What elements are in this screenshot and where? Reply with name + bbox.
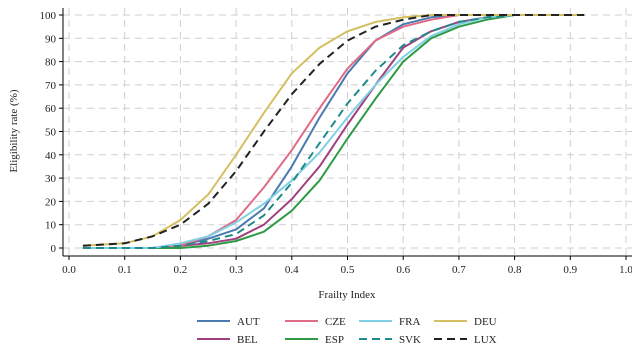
y-tick-label: 10	[45, 220, 57, 232]
y-tick-label: 100	[40, 10, 57, 22]
series-line-lux	[82, 14, 585, 247]
x-axis-ticks: 0.0 0.1 0.2 0.3 0.4 0.5 0.6 0.7 0.8 0.9 1.0	[62, 256, 632, 276]
y-axis-title: Eligibility rate (%)	[8, 89, 20, 172]
legend-label-lux: LUX	[474, 334, 497, 344]
x-tick-label: 0.3	[229, 264, 243, 276]
legend-label-fra: FRA	[399, 316, 420, 328]
legend-label-deu: DEU	[474, 316, 497, 328]
x-tick-label: 0.2	[174, 264, 188, 276]
x-tick-label: 0.5	[341, 264, 355, 276]
x-tick-label: 0.7	[452, 264, 466, 276]
grid	[63, 8, 632, 256]
legend-label-cze: CZE	[325, 316, 346, 328]
legend-label-esp: ESP	[325, 334, 344, 344]
x-tick-label: 0.0	[62, 264, 76, 276]
x-axis-title: Frailty Index	[318, 289, 376, 301]
y-tick-label: 30	[45, 173, 57, 185]
y-tick-label: 20	[45, 196, 57, 208]
series-lines	[82, 14, 585, 249]
series-line-esp	[82, 14, 585, 249]
x-tick-label: 0.9	[563, 264, 577, 276]
y-tick-label: 90	[45, 33, 57, 45]
y-axis-ticks: 0 10 20 30 40 50 60 70 80 90 100	[40, 10, 63, 255]
series-line-svk	[82, 14, 585, 249]
y-tick-label: 0	[51, 243, 57, 255]
x-tick-label: 0.8	[508, 264, 522, 276]
y-tick-label: 80	[45, 57, 57, 69]
y-tick-label: 70	[45, 80, 57, 92]
x-tick-label: 0.1	[118, 264, 132, 276]
y-tick-label: 60	[45, 103, 57, 115]
x-tick-label: 0.4	[285, 264, 299, 276]
y-tick-label: 50	[45, 127, 57, 139]
y-tick-label: 40	[45, 150, 57, 162]
x-tick-label: 1.0	[619, 264, 632, 276]
legend-label-svk: SVK	[399, 334, 421, 344]
x-tick-label: 0.6	[396, 264, 410, 276]
legend-label-aut: AUT	[237, 316, 260, 328]
legend-label-bel: BEL	[237, 334, 258, 344]
legend: AUT BEL CZE ESP FRA SVK DEU LUX	[197, 316, 497, 344]
